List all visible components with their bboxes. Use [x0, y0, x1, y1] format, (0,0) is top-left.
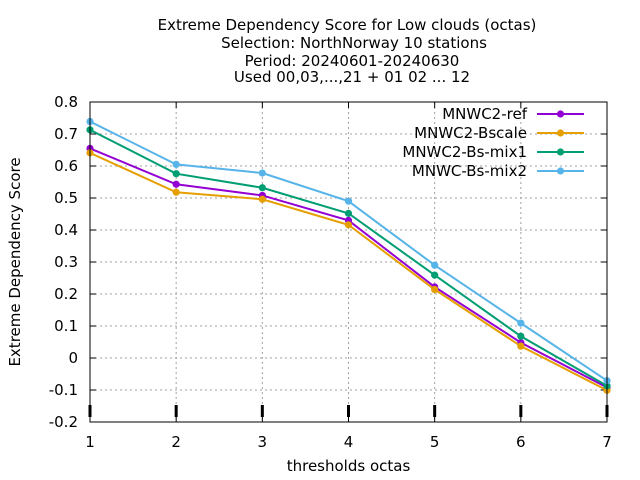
x-tick-label: 7: [602, 433, 612, 451]
y-axis-label: Extreme Dependency Score: [6, 157, 24, 366]
data-point: [258, 169, 266, 177]
legend-label: MNWC2-Bs-mix1: [402, 143, 527, 161]
x-tick-mark: [174, 405, 178, 417]
axis-ticks: -0.2 -0.1 0 0.1 0.2 0.3 0.4 0.5 0.6 0.7 0.8 1 2 3 4 5 6 7: [49, 93, 612, 451]
series-group: [86, 117, 611, 394]
title-line-1: Extreme Dependency Score for Low clouds …: [158, 16, 537, 34]
data-point: [517, 342, 525, 350]
x-tick-mark: [433, 405, 437, 417]
data-point: [517, 332, 525, 340]
data-point: [431, 271, 439, 279]
data-point: [172, 170, 180, 178]
y-tick-label: 0.4: [54, 221, 78, 239]
y-tick-label: -0.1: [49, 381, 78, 399]
legend-label: MNWC2-ref: [442, 105, 527, 123]
y-tick-label: 0.3: [54, 253, 78, 271]
data-point: [258, 195, 266, 203]
title-line-3: Period: 20240601-20240630: [245, 52, 460, 70]
legend-marker: [556, 148, 565, 156]
title-line-4: Used 00,03,...,21 + 01 02 ... 12: [234, 68, 470, 86]
y-tick-label: 0.5: [54, 189, 78, 207]
x-tick-mark: [260, 405, 264, 417]
y-tick-label: 0.7: [54, 125, 78, 143]
series-MNWC-Bs-mix2: [86, 117, 611, 385]
y-tick-label: -0.2: [49, 413, 78, 431]
x-tick-label: 5: [430, 433, 440, 451]
x-tick-mark: [347, 405, 350, 417]
data-point: [344, 197, 353, 205]
y-tick-label: 0.1: [54, 317, 78, 335]
x-axis-label: thresholds octas: [287, 457, 411, 475]
legend-marker: [556, 167, 565, 175]
data-point: [344, 221, 353, 229]
y-tick-label: 0.2: [54, 285, 78, 303]
data-point: [172, 188, 180, 196]
legend-label: MNWC-Bs-mix2: [412, 162, 527, 180]
chart-title: Extreme Dependency Score for Low clouds …: [158, 16, 537, 86]
x-tick-label: 3: [258, 433, 268, 451]
data-point: [258, 184, 266, 192]
data-point: [431, 261, 439, 269]
title-line-2: Selection: NorthNorway 10 stations: [221, 34, 487, 52]
data-point: [517, 319, 525, 327]
x-tick-mark: [519, 405, 523, 417]
plot-frame: [89, 101, 608, 423]
data-point: [172, 160, 180, 168]
series-MNWC2-Bscale: [86, 149, 611, 394]
x-tick-label: 4: [344, 433, 354, 451]
data-point: [431, 285, 439, 294]
legend-marker: [556, 129, 565, 137]
data-point: [344, 209, 353, 217]
y-tick-label: 0.8: [54, 93, 78, 111]
grid-lines: [90, 102, 607, 422]
y-tick-label: 0: [68, 349, 78, 367]
legend-marker: [556, 110, 565, 118]
x-tick-label: 2: [171, 433, 181, 451]
legend: MNWC2-refMNWC2-BscaleMNWC2-Bs-mix1MNWC-B…: [402, 105, 584, 180]
x-tick-label: 6: [516, 433, 526, 451]
legend-label: MNWC2-Bscale: [414, 124, 527, 142]
x-tick-label: 1: [85, 433, 95, 451]
y-tick-label: 0.6: [54, 157, 78, 175]
data-point: [172, 180, 180, 188]
